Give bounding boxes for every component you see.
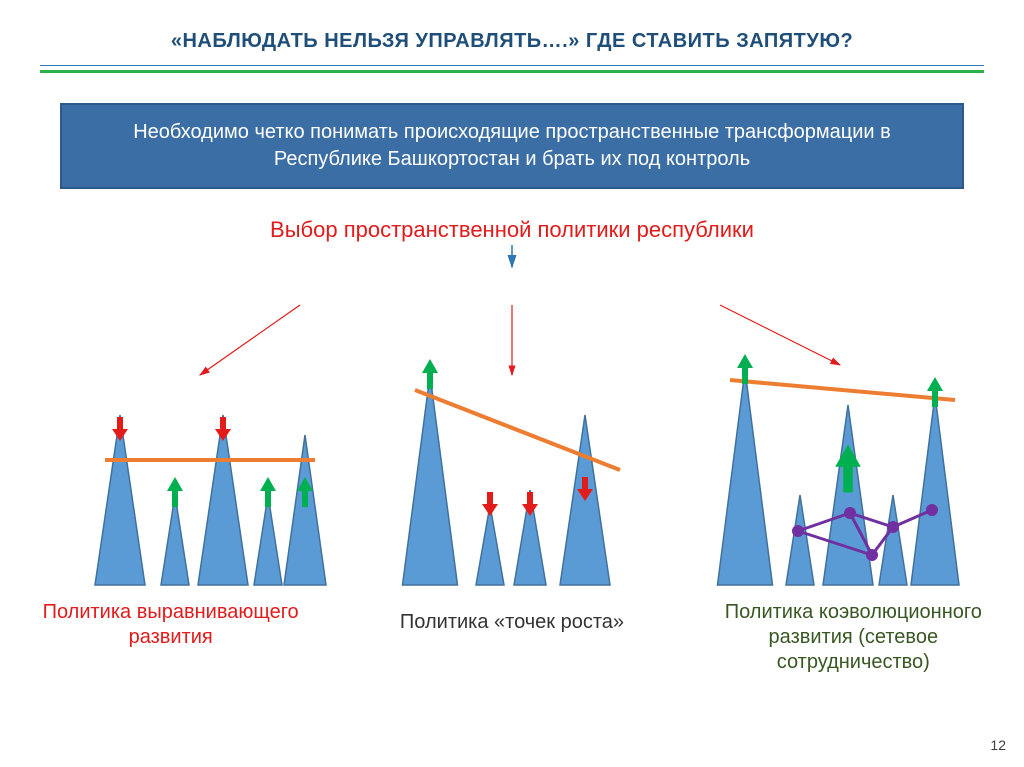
main-statement-box: Необходимо четко понимать происходящие п… xyxy=(60,103,964,189)
underline-green xyxy=(40,70,984,73)
policy-b-label: Политика «точек роста» xyxy=(362,610,662,675)
underline-blue xyxy=(40,65,984,66)
title-underline xyxy=(0,65,1024,93)
policy-c-label: Политика коэволюционного развития (сетев… xyxy=(703,600,1003,675)
slide-title: «НАБЛЮДАТЬ НЕЛЬЗЯ УПРАВЛЯТЬ….» ГДЕ СТАВИ… xyxy=(0,0,1024,65)
policy-a-label: Политика выравнивающего развития xyxy=(21,600,321,675)
policy-choice-subtitle: Выбор пространственной политики республи… xyxy=(0,217,1024,243)
policy-labels-row: Политика выравнивающего развития Политик… xyxy=(0,600,1024,675)
page-number: 12 xyxy=(990,737,1006,753)
